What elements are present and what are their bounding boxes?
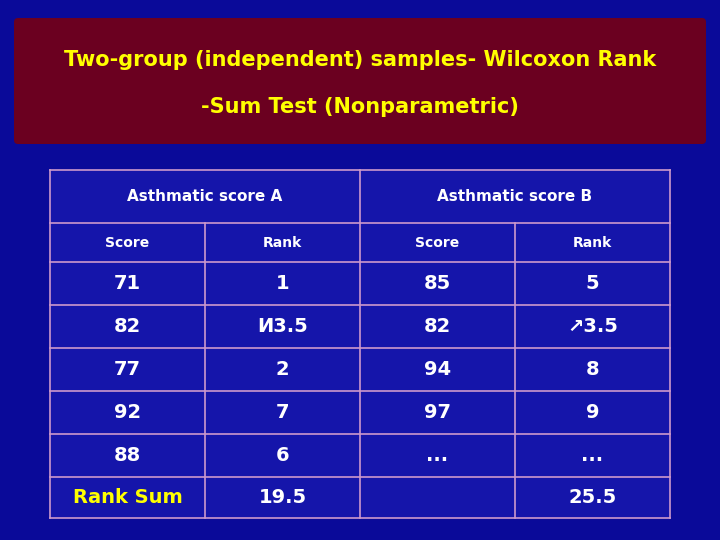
Text: 94: 94 (424, 360, 451, 379)
Text: 8: 8 (585, 360, 599, 379)
Text: 82: 82 (114, 317, 141, 336)
Text: 5: 5 (585, 274, 599, 293)
Text: Asthmatic score B: Asthmatic score B (438, 189, 593, 204)
Text: -Sum Test (Nonparametric): -Sum Test (Nonparametric) (201, 97, 519, 117)
Text: 9: 9 (586, 403, 599, 422)
Text: Rank: Rank (263, 235, 302, 249)
Text: 25.5: 25.5 (568, 488, 616, 507)
Text: 82: 82 (424, 317, 451, 336)
Text: 7: 7 (276, 403, 289, 422)
Text: 88: 88 (114, 446, 141, 465)
Text: 6: 6 (276, 446, 289, 465)
Text: 97: 97 (424, 403, 451, 422)
FancyBboxPatch shape (50, 170, 670, 518)
Text: Ͷ3.5: Ͷ3.5 (257, 317, 308, 336)
Text: 77: 77 (114, 360, 141, 379)
Text: Rank Sum: Rank Sum (73, 488, 182, 507)
Text: 85: 85 (424, 274, 451, 293)
Text: Two-group (independent) samples- Wilcoxon Rank: Two-group (independent) samples- Wilcoxo… (64, 50, 656, 70)
Text: 1: 1 (276, 274, 289, 293)
Text: Asthmatic score A: Asthmatic score A (127, 189, 283, 204)
Text: 2: 2 (276, 360, 289, 379)
Text: ...: ... (426, 446, 449, 465)
Text: Rank: Rank (573, 235, 612, 249)
Text: 92: 92 (114, 403, 141, 422)
Text: ↗3.5: ↗3.5 (567, 317, 618, 336)
Text: ...: ... (582, 446, 603, 465)
Text: 19.5: 19.5 (258, 488, 307, 507)
FancyBboxPatch shape (14, 18, 706, 144)
Text: Score: Score (415, 235, 459, 249)
Text: 71: 71 (114, 274, 141, 293)
Text: Score: Score (105, 235, 150, 249)
